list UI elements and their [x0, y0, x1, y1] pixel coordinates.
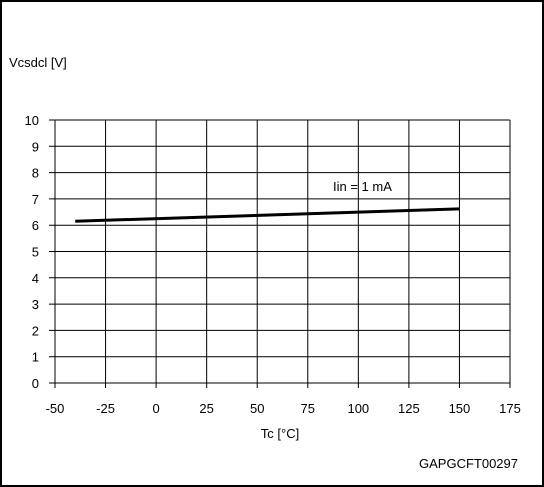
x-tick-label: 150: [449, 401, 471, 416]
y-axis-ticks: 0 1 2 3 4 5 6 7 8 9 10: [25, 113, 39, 391]
x-axis-ticks: -50 -25 0 25 50 75 100 125 150 175: [46, 401, 521, 416]
x-tick-label: 75: [301, 401, 315, 416]
x-tick-label: 100: [347, 401, 369, 416]
x-tick-label: 175: [499, 401, 521, 416]
series-line: [75, 207, 460, 223]
y-tick-label: 3: [32, 297, 39, 312]
grid: [49, 119, 511, 388]
x-axis-label: Tc [°C]: [261, 426, 299, 441]
y-axis-label: Vcsdcl [V]: [9, 55, 67, 70]
x-tick-label: 25: [199, 401, 213, 416]
y-tick-label: 10: [25, 113, 39, 128]
series-group: [75, 207, 460, 223]
y-tick-label: 0: [32, 376, 39, 391]
y-tick-label: 1: [32, 350, 39, 365]
x-tick-label: -50: [46, 401, 65, 416]
y-tick-label: 6: [32, 218, 39, 233]
x-tick-label: 125: [398, 401, 420, 416]
x-tick-label: 50: [250, 401, 264, 416]
y-tick-label: 9: [32, 139, 39, 154]
y-tick-label: 2: [32, 323, 39, 338]
y-tick-label: 5: [32, 245, 39, 260]
figure-code: GAPGCFT00297: [419, 456, 518, 471]
y-tick-label: 4: [32, 271, 39, 286]
series-annotation: Iin = 1 mA: [333, 179, 392, 194]
y-tick-label: 7: [32, 192, 39, 207]
y-tick-label: 8: [32, 166, 39, 181]
x-tick-label: 0: [152, 401, 159, 416]
x-tick-label: -25: [96, 401, 115, 416]
